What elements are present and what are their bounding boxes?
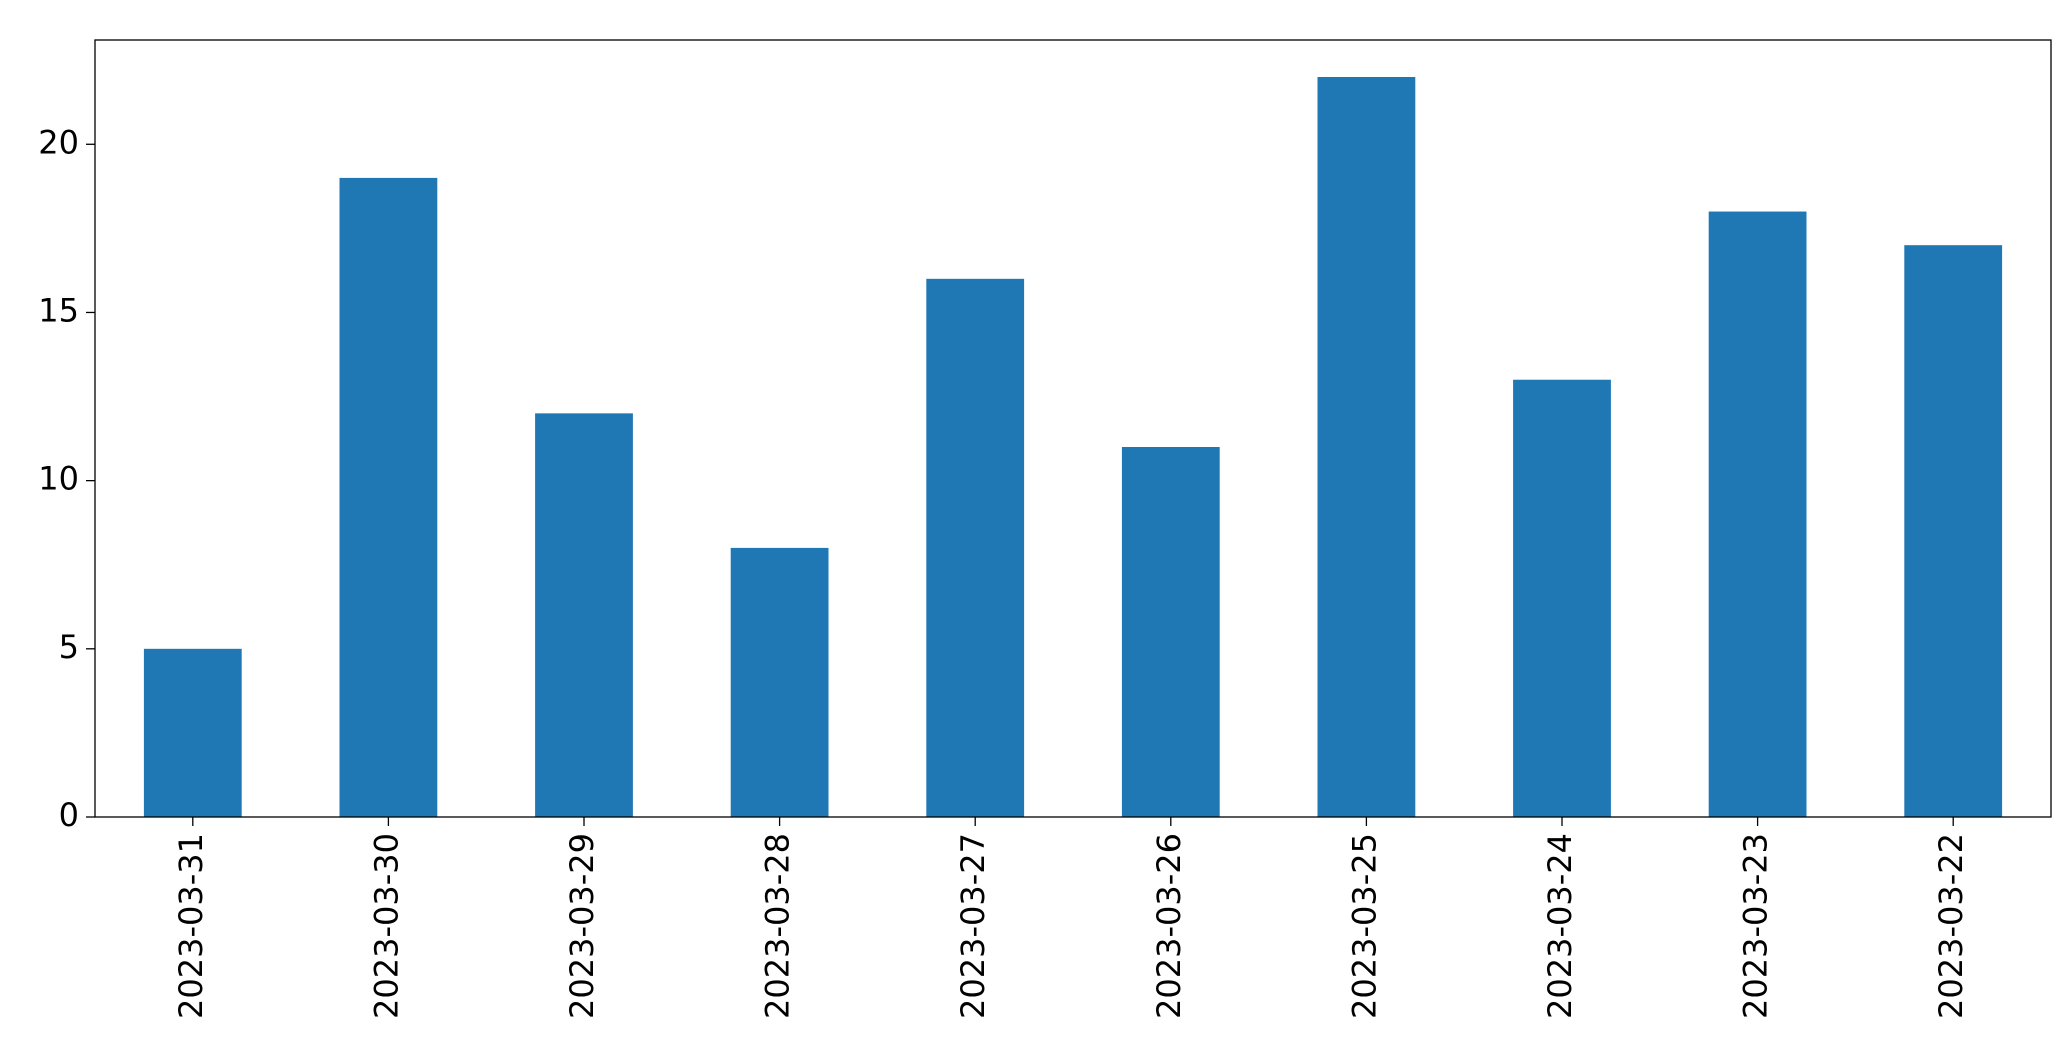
x-tick-label: 2023-03-29 — [563, 833, 601, 1019]
x-tick-label: 2023-03-25 — [1345, 833, 1383, 1019]
bar — [730, 547, 829, 817]
x-tick-label: 2023-03-23 — [1737, 833, 1775, 1019]
bar — [926, 278, 1025, 817]
y-tick-label: 15 — [38, 291, 79, 329]
y-tick-label: 5 — [59, 628, 79, 666]
bar — [1317, 77, 1416, 817]
x-tick-label: 2023-03-24 — [1541, 833, 1579, 1019]
bar — [535, 413, 633, 817]
x-tick-label: 2023-03-30 — [367, 833, 405, 1019]
bar — [1513, 379, 1611, 817]
x-tick-label: 2023-03-22 — [1932, 833, 1970, 1019]
plot-frame — [94, 39, 2052, 818]
x-tick-label: 2023-03-28 — [759, 833, 797, 1019]
bar — [339, 177, 438, 818]
x-tick-label: 2023-03-31 — [172, 833, 210, 1019]
y-tick-label: 20 — [38, 123, 79, 161]
y-tick-label: 0 — [59, 796, 79, 834]
x-tick-label: 2023-03-26 — [1150, 833, 1188, 1019]
bar — [1904, 245, 2003, 817]
y-tick-label: 10 — [38, 460, 79, 498]
x-tick-label: 2023-03-27 — [954, 833, 992, 1019]
bar — [1121, 447, 1220, 817]
bar — [143, 648, 242, 817]
bar — [1708, 211, 1807, 817]
